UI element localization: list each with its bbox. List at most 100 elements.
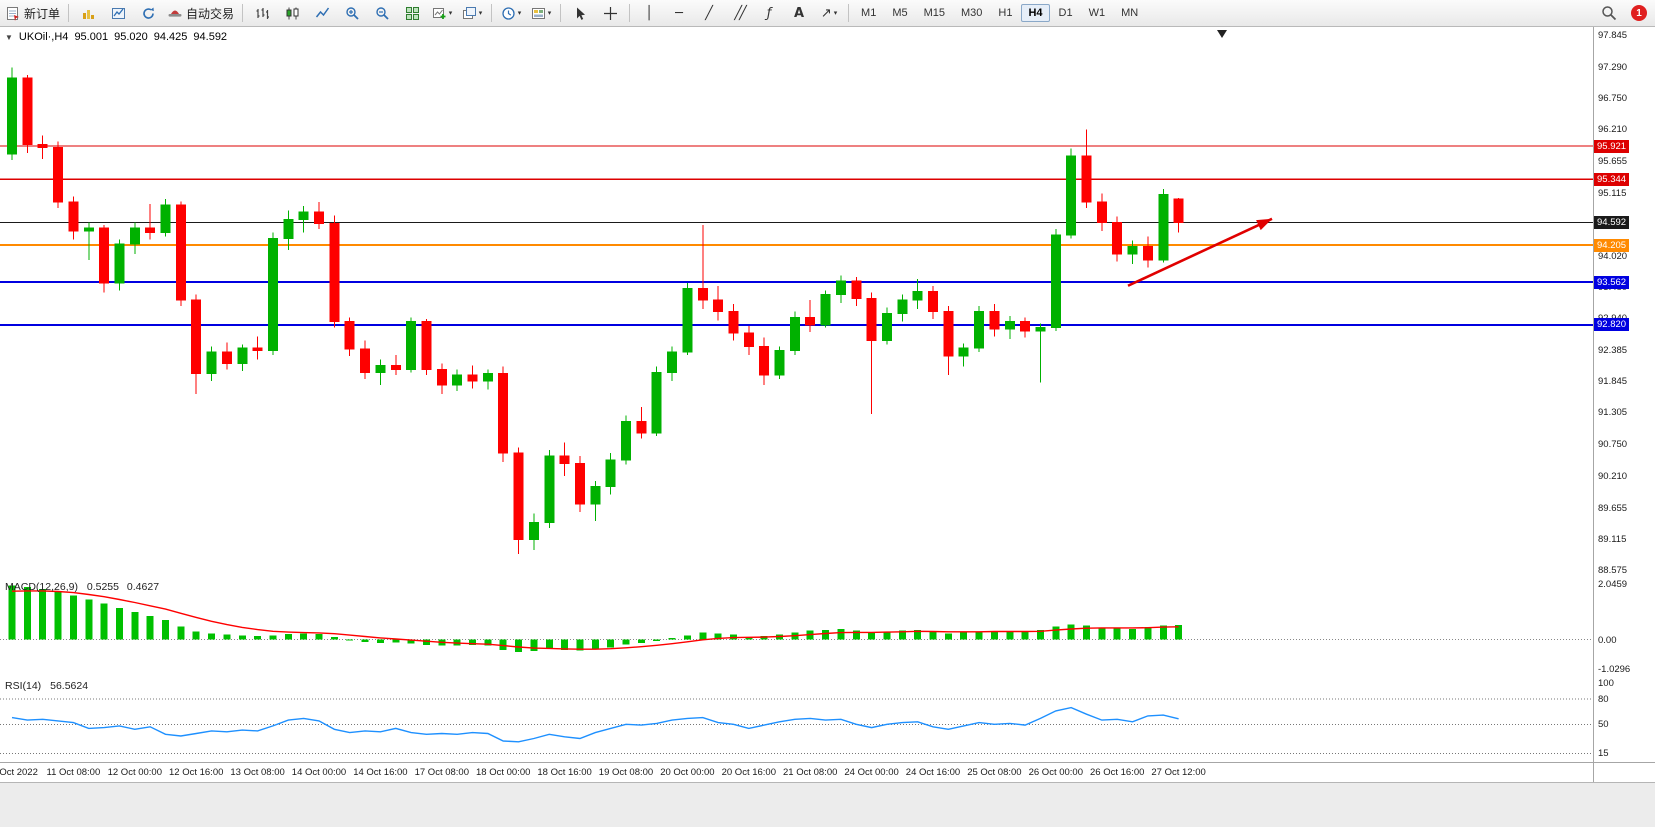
vertical-line-icon: │ (645, 5, 653, 21)
line-chart-button[interactable] (307, 1, 337, 25)
horizontal-line-tool-button[interactable]: ─ (664, 1, 694, 25)
time-tick: 12 Oct 00:00 (107, 767, 162, 778)
trend-arrow-head[interactable] (1256, 218, 1272, 231)
rsi-scale-tick: 50 (1598, 719, 1609, 731)
new-order-button[interactable]: 新订单 (2, 1, 64, 25)
arrows-tool-button[interactable]: ↗ ▾ (814, 1, 844, 25)
chart-window-button[interactable] (103, 1, 133, 25)
new-order-label: 新订单 (24, 6, 61, 21)
notification-badge[interactable]: 1 (1631, 5, 1647, 21)
price-tick: 91.305 (1598, 407, 1628, 419)
time-tick: 14 Oct 16:00 (353, 767, 408, 778)
zoom-out-icon (375, 6, 389, 20)
macd-header: MACD(12,26,9) 0.5255 0.4627 (5, 581, 159, 593)
templates-button[interactable]: ▾ (526, 1, 556, 25)
candlestick-icon (286, 7, 299, 19)
chevron-down-icon: ▾ (547, 10, 552, 17)
time-tick: 25 Oct 08:00 (967, 767, 1022, 778)
profiles-button[interactable]: ▾ (457, 1, 487, 25)
cursor-icon (577, 7, 586, 20)
chart-shift-marker[interactable] (1217, 30, 1227, 38)
timeframe-m5-button[interactable]: M5 (892, 7, 908, 19)
macd-scale-tick: 2.0459 (1598, 579, 1628, 590)
price-tick: 92.385 (1598, 345, 1628, 357)
price-tick: 95.115 (1598, 187, 1627, 199)
channel-tool-button[interactable]: ╱╱ (724, 1, 754, 25)
macd-signal-value: 0.4627 (126, 581, 160, 593)
toolbar-separator (242, 4, 244, 22)
price-tick: 89.115 (1598, 533, 1627, 545)
time-tick: 13 Oct 08:00 (230, 767, 285, 778)
fibonacci-tool-button[interactable]: ƒ (754, 1, 784, 25)
time-tick: 19 Oct 08:00 (598, 767, 654, 778)
timeframe-mn-button[interactable]: MN (1121, 7, 1139, 19)
toolbar-separator (560, 4, 562, 22)
time-tick: 26 Oct 00:00 (1028, 767, 1083, 778)
toolbar-right-group: 1 (1601, 5, 1647, 21)
rsi-scale-tick: 100 (1598, 677, 1614, 689)
tile-windows-icon (405, 6, 419, 20)
candlestick-button[interactable] (277, 1, 307, 25)
rsi-pane-canvas[interactable] (0, 676, 1593, 762)
market-watch-button[interactable] (73, 1, 103, 25)
quote-high: 95.020 (114, 31, 148, 43)
time-tick: 14 Oct 00:00 (291, 767, 347, 778)
timeframe-m15-button[interactable]: M15 (923, 7, 945, 19)
bar-chart-icon (256, 7, 269, 19)
price-tick: 96.750 (1598, 93, 1628, 105)
zoom-in-icon (345, 6, 359, 20)
channel-icon: ╱╱ (734, 5, 747, 21)
timeframe-m30-button[interactable]: M30 (961, 7, 983, 19)
rsi-line (11, 706, 1179, 743)
autotrading-button[interactable]: 自动交易 (163, 1, 238, 25)
timeframe-m1-button[interactable]: M1 (861, 7, 877, 19)
autotrading-label: 自动交易 (186, 6, 235, 21)
trend-arrow-line[interactable] (1127, 217, 1273, 287)
zoom-in-button[interactable] (337, 1, 367, 25)
trendline-tool-button[interactable]: ╱ (694, 1, 724, 25)
tile-windows-button[interactable] (397, 1, 427, 25)
vertical-line-tool-button[interactable]: │ (634, 1, 664, 25)
timeframe-h1-button[interactable]: H1 (998, 7, 1013, 19)
time-tick: 17 Oct 08:00 (414, 767, 469, 778)
macd-pane-canvas[interactable] (0, 577, 1593, 676)
periods-button[interactable]: ▾ (496, 1, 526, 25)
bar-chart-button[interactable] (247, 1, 277, 25)
macd-title: MACD(12,26,9) (5, 581, 78, 593)
zoom-out-button[interactable] (367, 1, 397, 25)
chevron-down-icon[interactable]: ▼ (5, 33, 13, 42)
time-tick: 21 Oct 08:00 (782, 767, 838, 778)
price-axis[interactable]: 97.845 97.290 96.750 96.210 95.655 95.115 94.5… (1593, 27, 1655, 762)
rsi-scale-tick: 80 (1598, 694, 1609, 706)
time-axis[interactable]: 10 Oct 2022 11 Oct 08:00 12 Oct 00:00 12 Oc… (0, 762, 1593, 782)
bid-price-label: 94.592 (1594, 216, 1630, 230)
chevron-down-icon: ▾ (517, 10, 522, 17)
price-tick: 97.290 (1598, 62, 1628, 74)
text-tool-button[interactable]: A (784, 1, 814, 25)
time-tick: 12 Oct 16:00 (168, 767, 224, 778)
timeframe-w1-button[interactable]: W1 (1088, 7, 1106, 19)
market-watch-icon (82, 9, 94, 19)
new-order-icon (7, 6, 19, 21)
crosshair-button[interactable] (595, 1, 625, 25)
macd-signal-line (11, 590, 1179, 650)
toolbar-separator (629, 4, 631, 22)
price-tick: 96.210 (1598, 124, 1628, 136)
refresh-button[interactable] (133, 1, 163, 25)
profiles-icon (462, 6, 476, 19)
search-icon[interactable] (1601, 5, 1617, 21)
macd-histogram (8, 585, 1183, 652)
price-level-label-95.344: 95.344 (1594, 172, 1630, 186)
text-icon: A (794, 5, 805, 21)
cursor-button[interactable] (565, 1, 595, 25)
timeframe-d1-button[interactable]: D1 (1058, 7, 1073, 19)
price-level-label-94.205: 94.205 (1594, 238, 1630, 252)
time-tick: 11 Oct 08:00 (46, 767, 101, 778)
chart-window-icon (111, 7, 125, 19)
candles-layer (7, 67, 1184, 555)
price-tick: 97.845 (1598, 30, 1628, 42)
rsi-scale-tick: 15 (1598, 748, 1609, 760)
timeframe-h4-button[interactable]: H4 (1021, 4, 1050, 22)
main-chart-canvas[interactable] (0, 27, 1593, 577)
new-chart-button[interactable]: ▾ (427, 1, 457, 25)
